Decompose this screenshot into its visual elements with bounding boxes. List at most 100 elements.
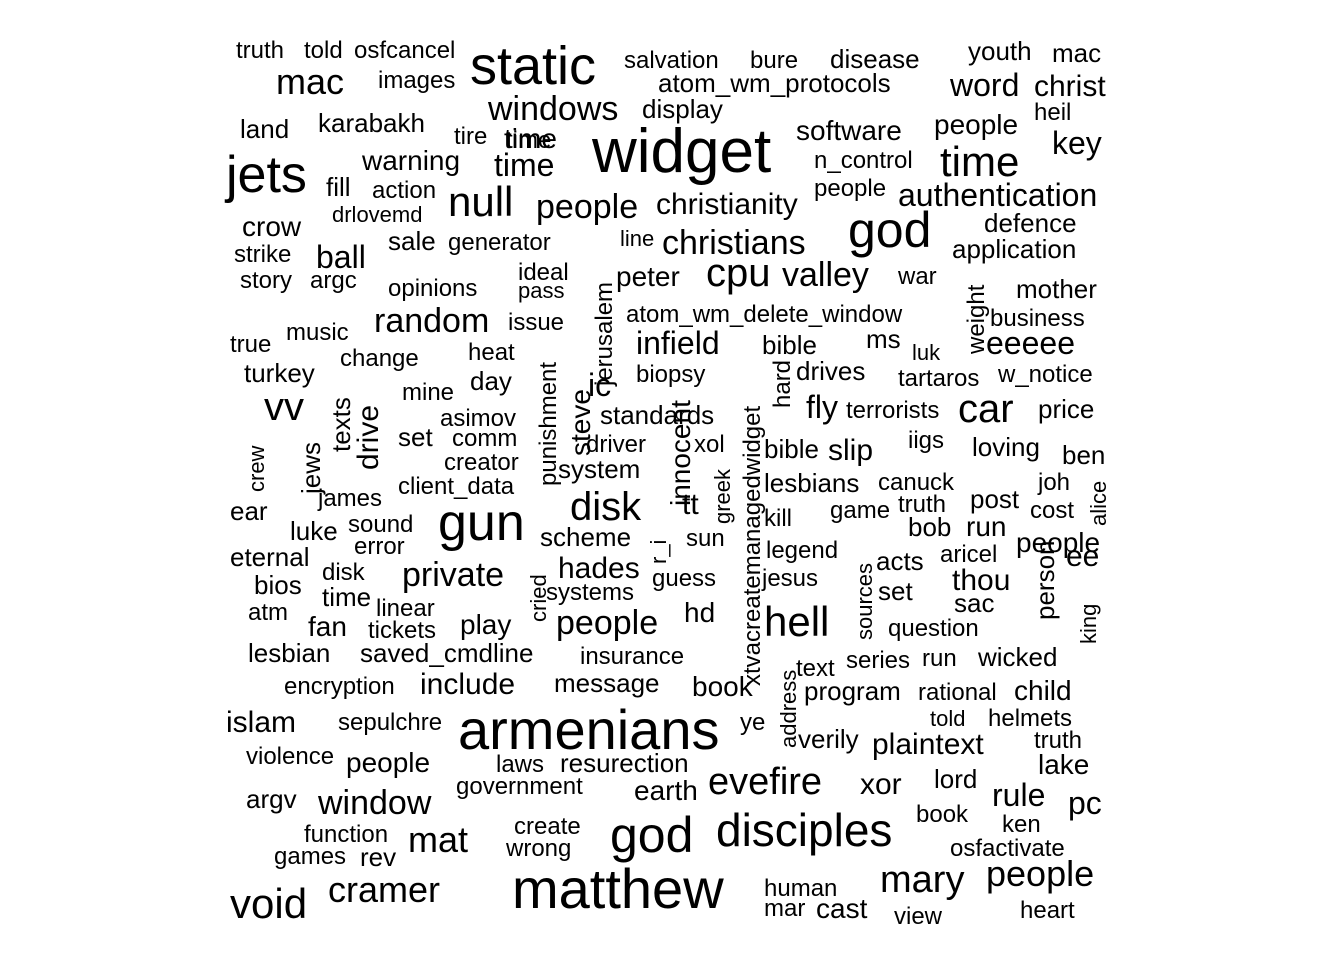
cloud-word: sound <box>348 511 413 538</box>
cloud-word: greek <box>710 468 735 524</box>
cloud-word: ic <box>588 367 611 403</box>
cloud-word: acts <box>876 546 924 576</box>
cloud-word: mine <box>402 379 454 406</box>
cloud-word: jerusalem <box>591 282 618 387</box>
cloud-word: void <box>230 880 307 927</box>
cloud-word: crow <box>242 211 302 242</box>
cloud-word: null <box>448 178 513 225</box>
cloud-word: sun <box>686 525 725 552</box>
cloud-word: time <box>940 138 1019 185</box>
cloud-word: youth <box>968 36 1032 66</box>
cloud-word: bible <box>764 434 819 464</box>
cloud-word: texts <box>326 397 356 452</box>
cloud-word: loving <box>972 432 1040 462</box>
cloud-word: disciples <box>716 804 892 856</box>
cloud-word: government <box>456 773 583 800</box>
cloud-word: encryption <box>284 673 395 700</box>
cloud-word: laws <box>496 751 544 778</box>
cloud-word: lesbian <box>248 638 330 668</box>
cloud-word: key <box>1052 125 1102 161</box>
cloud-word: god <box>848 202 931 258</box>
cloud-word: strike <box>234 241 291 268</box>
cloud-word: function <box>304 821 388 848</box>
cloud-word: post <box>970 484 1020 514</box>
cloud-word: osfcancel <box>354 37 455 64</box>
cloud-word: atm <box>248 599 288 626</box>
cloud-word: line <box>620 226 654 251</box>
cloud-word: people <box>1016 527 1100 558</box>
cloud-word: set <box>878 576 913 606</box>
cloud-word: thou <box>952 564 1010 597</box>
cloud-word: linear <box>376 595 435 622</box>
cloud-word: jews <box>296 442 326 495</box>
cloud-word: person <box>1030 541 1060 621</box>
cloud-word: punishment <box>535 362 562 486</box>
cloud-word: told <box>304 37 343 64</box>
cloud-word: people <box>536 188 638 226</box>
cloud-word: heat <box>468 339 515 366</box>
cloud-word: standards <box>600 400 714 430</box>
cloud-word: salvation <box>624 47 719 74</box>
cloud-word: turkey <box>244 358 315 388</box>
cloud-word: ear <box>230 496 268 526</box>
cloud-word: armenians <box>458 698 719 761</box>
cloud-word: address <box>776 670 801 748</box>
cloud-word: static <box>470 36 596 96</box>
cloud-word: crew <box>244 445 269 492</box>
cloud-word: mar <box>764 895 805 922</box>
cloud-word: drive <box>352 405 385 470</box>
cloud-word: peter <box>616 261 680 292</box>
cloud-word: change <box>340 345 419 372</box>
cloud-word: book <box>916 801 969 828</box>
cloud-word: ball <box>316 239 366 275</box>
cloud-word: luke <box>290 516 338 546</box>
cloud-word: wicked <box>977 642 1057 672</box>
cloud-word: time <box>494 147 554 183</box>
cloud-word: sources <box>852 563 877 640</box>
cloud-word: cpu <box>706 251 771 295</box>
cloud-word: xor <box>860 768 902 801</box>
cloud-word: pc <box>1068 785 1102 821</box>
cloud-word: software <box>796 115 902 146</box>
cloud-word: violence <box>246 743 334 770</box>
cloud-word: day <box>470 366 512 396</box>
cloud-word: rule <box>992 777 1045 813</box>
cloud-word: islam <box>226 706 296 739</box>
cloud-word: window <box>317 784 432 822</box>
cloud-word: question <box>888 615 979 642</box>
cloud-word: client_data <box>398 473 515 500</box>
cloud-word: christianity <box>656 188 798 221</box>
cloud-word: plaintext <box>872 728 984 761</box>
cloud-word: people <box>346 747 430 778</box>
cloud-word: argv <box>246 784 297 814</box>
cloud-word: view <box>894 903 943 930</box>
cloud-word: argc <box>310 267 357 294</box>
cloud-word: mother <box>1016 274 1097 304</box>
cloud-word: sac <box>954 588 994 618</box>
cloud-word: n_control <box>814 147 913 174</box>
cloud-word: child <box>1014 675 1072 706</box>
cloud-word: comm <box>452 425 517 452</box>
cloud-word: cast <box>816 893 868 924</box>
cloud-word: fan <box>308 611 347 642</box>
cloud-word: private <box>402 556 504 594</box>
cloud-word: insurance <box>580 643 684 670</box>
cloud-word: truth <box>1034 727 1082 754</box>
cloud-word: time <box>506 127 551 154</box>
cloud-word: ideal <box>518 259 569 286</box>
cloud-word: tire <box>454 123 487 150</box>
cloud-word: cramer <box>328 869 440 910</box>
cloud-word: hd <box>684 597 715 628</box>
cloud-word: gun <box>438 494 525 552</box>
cloud-word: truth <box>898 491 946 518</box>
cloud-word: random <box>374 302 489 340</box>
cloud-word: rational <box>918 679 997 706</box>
cloud-word: slip <box>828 434 873 467</box>
cloud-word: error <box>354 533 405 560</box>
cloud-word: action <box>372 177 436 204</box>
cloud-word: include <box>420 668 515 701</box>
cloud-word: music <box>286 319 349 346</box>
cloud-word: disk <box>322 559 366 586</box>
cloud-word: legend <box>766 537 838 564</box>
